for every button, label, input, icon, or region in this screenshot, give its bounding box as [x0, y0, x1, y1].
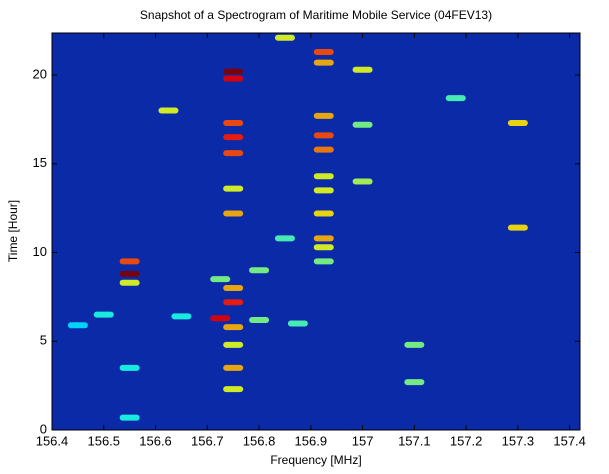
signal-cell	[68, 322, 88, 328]
y-tick-label: 15	[33, 155, 47, 170]
signal-cell	[404, 342, 424, 348]
signal-cell	[508, 120, 528, 126]
chart-title: Snapshot of a Spectrogram of Maritime Mo…	[140, 8, 492, 22]
x-tick-label: 157	[352, 433, 374, 448]
x-tick-label: 157.2	[450, 433, 483, 448]
signal-cell	[249, 317, 269, 323]
signal-cell	[223, 342, 243, 348]
y-axis-label: Time [Hour]	[6, 200, 20, 262]
x-tick-label: 156.5	[87, 433, 120, 448]
signal-cell	[404, 379, 424, 385]
signal-cell	[120, 280, 140, 286]
y-tick-label: 5	[40, 333, 47, 348]
signal-cell	[223, 120, 243, 126]
signal-cell	[223, 386, 243, 392]
signal-cell	[314, 60, 334, 66]
signal-cell	[314, 173, 334, 179]
signal-cell	[314, 258, 334, 264]
signal-cell	[223, 365, 243, 371]
x-tick-label: 157.3	[502, 433, 535, 448]
signal-cell	[158, 108, 178, 114]
signal-cell	[210, 276, 230, 282]
signal-cell	[120, 258, 140, 264]
signal-cell	[223, 150, 243, 156]
signal-cell	[314, 187, 334, 193]
signal-cell	[223, 324, 243, 330]
x-tick-label: 156.9	[295, 433, 328, 448]
signal-cell	[171, 313, 191, 319]
signal-cell	[314, 244, 334, 250]
x-tick-label: 157.1	[398, 433, 431, 448]
signal-cell	[210, 315, 230, 321]
signal-cell	[314, 235, 334, 241]
signal-cell	[120, 271, 140, 277]
signal-cell	[275, 235, 295, 241]
signal-cell	[223, 76, 243, 82]
signal-cell	[249, 267, 269, 273]
signal-cell	[223, 186, 243, 192]
signal-cell	[446, 95, 466, 101]
x-axis-label: Frequency [MHz]	[270, 453, 361, 467]
signal-cell	[223, 299, 243, 305]
x-tick-label: 157.4	[553, 433, 586, 448]
x-tick-label: 156.8	[243, 433, 276, 448]
x-tick-label: 156.7	[191, 433, 224, 448]
x-tick-label: 156.6	[139, 433, 172, 448]
signal-cell	[120, 415, 140, 421]
y-tick-label: 20	[33, 66, 47, 81]
signal-cell	[353, 179, 373, 185]
signal-cell	[288, 321, 308, 327]
signal-cell	[314, 49, 334, 55]
signal-cell	[353, 67, 373, 73]
signal-cell	[120, 365, 140, 371]
signal-cell	[314, 147, 334, 153]
signal-cell	[223, 210, 243, 216]
signal-cell	[94, 312, 114, 318]
y-tick-label: 0	[40, 421, 47, 436]
signal-cell	[353, 122, 373, 128]
signal-cell	[314, 132, 334, 138]
signal-cell	[314, 113, 334, 119]
signal-cell	[275, 35, 295, 41]
signal-cell	[508, 225, 528, 231]
signal-cell	[223, 69, 243, 75]
y-tick-label: 10	[33, 244, 47, 259]
signal-cell	[314, 210, 334, 216]
signal-cell	[223, 134, 243, 140]
chart: Snapshot of a Spectrogram of Maritime Mo…	[0, 0, 609, 469]
signal-cell	[223, 285, 243, 291]
